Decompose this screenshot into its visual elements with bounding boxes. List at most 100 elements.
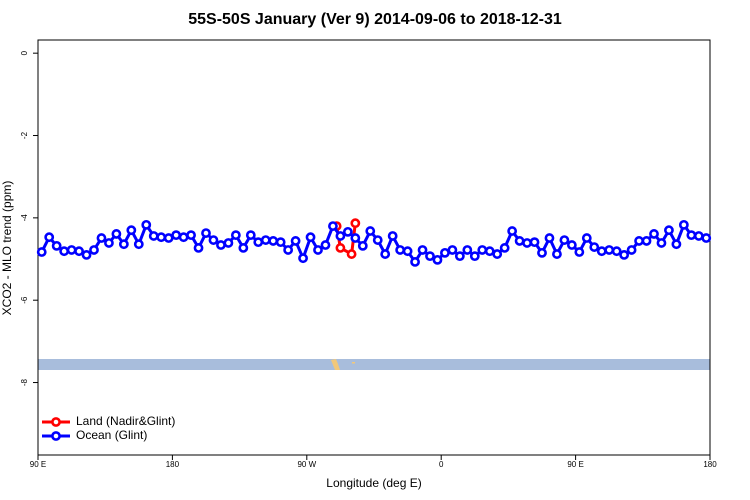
data-point [74,246,84,257]
data-point [216,240,226,250]
chart-title: 55S-50S January (Ver 9) 2014-09-06 to 20… [188,11,562,28]
data-point [372,235,383,245]
data-point [111,229,122,239]
data-point [193,243,204,253]
data-point [380,249,391,259]
data-point [141,219,152,230]
data-point [626,245,637,255]
data-point [701,233,712,243]
data-point [686,230,697,241]
data-point [469,251,480,262]
data-point [664,225,674,236]
data-point [678,219,689,230]
data-point [342,226,353,237]
data-point [51,240,62,251]
data-point [346,249,357,259]
y-tick-label: -4 [20,214,29,222]
data-point [36,247,47,257]
data-point [693,231,704,241]
x-tick-label: 90 E [30,460,46,469]
data-point [671,239,682,250]
data-point [462,245,473,255]
y-tick-label: 0 [20,50,29,55]
data-point [522,238,532,248]
data-point [298,253,308,264]
legend-marker [51,431,61,441]
data-point [432,254,443,265]
data-point [44,232,55,243]
data-point [230,230,241,241]
data-point [245,230,256,241]
map-strip [38,359,710,370]
data-point [96,233,107,243]
data-point [529,237,540,248]
data-point [290,236,301,246]
data-point [544,233,555,243]
data-point [335,231,346,241]
data-point [350,233,361,243]
data-point [313,245,323,255]
data-point [507,226,518,236]
data-point [454,251,465,262]
data-point [320,240,331,250]
data-point [440,247,450,258]
data-point [566,240,577,250]
data-point [148,231,159,241]
y-tick-label: -6 [20,296,29,304]
data-point [581,233,592,243]
data-point [350,218,361,229]
map-land [331,359,340,370]
data-point [223,238,234,248]
data-point [589,242,600,252]
data-point [649,229,659,239]
plot-frame [37,39,711,456]
data-point [118,239,129,250]
data-point [656,238,667,248]
y-tick-label: -8 [20,378,29,386]
data-point [104,238,114,248]
data-point [283,245,294,255]
data-point [499,243,510,253]
data-point [537,247,547,258]
x-tick-label: 180 [166,460,180,469]
data-point [395,245,406,255]
data-point [89,245,99,255]
data-point [171,230,182,241]
legend-label: Land (Nadir&Glint) [76,414,175,428]
data-point [133,239,144,250]
data-point [260,235,271,245]
data-point [514,236,525,246]
data-point [425,251,435,262]
data-point [477,245,488,255]
data-point [484,246,495,257]
x-tick-label: 180 [703,460,717,469]
data-point [387,231,398,241]
data-point [410,257,420,267]
x-tick-label: 90 W [297,460,316,469]
data-point [559,235,570,245]
data-point [552,249,562,259]
legend-marker [51,417,61,427]
data-point [208,235,219,245]
y-tick-label: -2 [20,131,29,139]
data-point [365,226,376,236]
x-tick-label: 90 E [567,460,583,469]
data-point [238,243,249,253]
data-point [604,245,615,255]
data-point [357,240,368,251]
y-axis-label: XCO2 - MLO trend (ppm) [0,181,14,316]
data-point [201,228,211,238]
data-point [253,237,264,248]
data-point [59,246,70,257]
data-point [402,246,413,257]
data-point [66,245,77,255]
data-point [305,232,316,243]
data-point [268,236,279,246]
data-point [619,250,630,260]
data-point [81,250,92,260]
map-land [352,362,355,364]
data-point [328,221,338,231]
data-point [178,232,189,243]
data-point [163,233,174,243]
